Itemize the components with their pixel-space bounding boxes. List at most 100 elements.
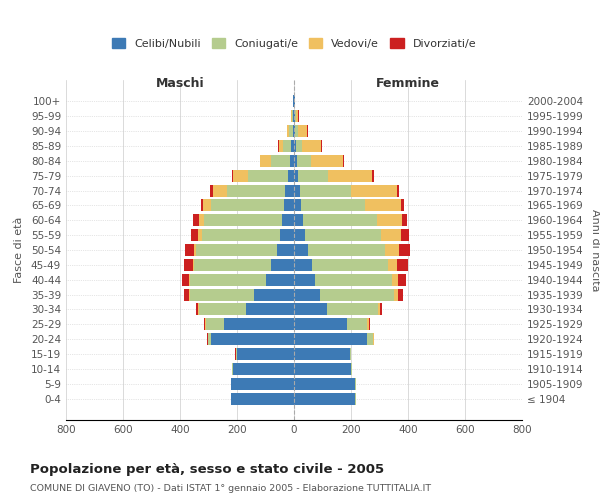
Bar bbox=[199, 214, 203, 226]
Bar bbox=[184, 259, 193, 271]
Bar bbox=[365, 200, 401, 211]
Bar bbox=[211, 200, 284, 211]
Bar bbox=[193, 259, 194, 271]
Bar bbox=[279, 140, 283, 152]
Y-axis label: Fasce di età: Fasce di età bbox=[14, 217, 24, 283]
Bar bbox=[401, 229, 409, 241]
Bar bbox=[294, 140, 296, 152]
Bar bbox=[294, 304, 327, 316]
Bar bbox=[311, 155, 343, 167]
Bar bbox=[392, 274, 398, 285]
Bar bbox=[294, 378, 355, 390]
Bar bbox=[294, 125, 295, 137]
Bar bbox=[381, 229, 401, 241]
Bar bbox=[206, 318, 224, 330]
Bar bbox=[189, 274, 190, 285]
Bar bbox=[184, 288, 189, 300]
Bar bbox=[271, 259, 294, 271]
Bar bbox=[200, 200, 203, 211]
Bar bbox=[292, 110, 293, 122]
Bar bbox=[350, 348, 351, 360]
Bar bbox=[401, 200, 404, 211]
Bar bbox=[194, 244, 196, 256]
Bar bbox=[203, 200, 211, 211]
Bar bbox=[297, 155, 311, 167]
Bar bbox=[298, 125, 307, 137]
Bar bbox=[232, 392, 294, 404]
Bar bbox=[351, 184, 397, 196]
Bar bbox=[286, 184, 294, 196]
Bar bbox=[300, 184, 351, 196]
Bar bbox=[232, 378, 294, 390]
Bar bbox=[403, 214, 407, 226]
Bar bbox=[377, 304, 380, 316]
Bar bbox=[283, 140, 291, 152]
Bar bbox=[196, 244, 277, 256]
Bar bbox=[289, 125, 293, 137]
Bar bbox=[294, 259, 311, 271]
Bar bbox=[385, 244, 399, 256]
Bar bbox=[196, 304, 198, 316]
Bar bbox=[388, 259, 397, 271]
Bar bbox=[397, 259, 408, 271]
Bar bbox=[198, 229, 202, 241]
Bar bbox=[296, 110, 298, 122]
Bar bbox=[236, 348, 237, 360]
Bar bbox=[372, 170, 374, 181]
Bar bbox=[282, 214, 294, 226]
Bar bbox=[301, 200, 365, 211]
Bar bbox=[190, 288, 254, 300]
Bar bbox=[232, 170, 233, 181]
Bar bbox=[211, 184, 213, 196]
Bar bbox=[302, 214, 377, 226]
Bar bbox=[193, 214, 199, 226]
Bar bbox=[224, 318, 294, 330]
Bar bbox=[294, 110, 295, 122]
Bar bbox=[213, 184, 227, 196]
Text: COMUNE DI GIAVENO (TO) - Dati ISTAT 1° gennaio 2005 - Elaborazione TUTTITALIA.IT: COMUNE DI GIAVENO (TO) - Dati ISTAT 1° g… bbox=[30, 484, 431, 493]
Bar bbox=[328, 170, 372, 181]
Bar bbox=[314, 274, 392, 285]
Bar bbox=[227, 184, 286, 196]
Bar bbox=[203, 214, 282, 226]
Bar bbox=[294, 318, 347, 330]
Bar bbox=[211, 333, 294, 345]
Bar bbox=[189, 288, 190, 300]
Bar bbox=[343, 155, 344, 167]
Bar bbox=[296, 140, 302, 152]
Bar bbox=[284, 200, 294, 211]
Bar bbox=[367, 318, 368, 330]
Bar bbox=[311, 259, 388, 271]
Bar bbox=[208, 333, 211, 345]
Bar bbox=[294, 214, 302, 226]
Bar bbox=[291, 140, 294, 152]
Bar bbox=[237, 348, 294, 360]
Bar bbox=[254, 288, 294, 300]
Text: Popolazione per età, sesso e stato civile - 2005: Popolazione per età, sesso e stato civil… bbox=[30, 462, 384, 475]
Bar bbox=[294, 200, 301, 211]
Bar bbox=[190, 274, 265, 285]
Bar bbox=[204, 318, 205, 330]
Bar bbox=[305, 229, 381, 241]
Bar bbox=[199, 304, 245, 316]
Bar bbox=[277, 244, 294, 256]
Bar bbox=[377, 214, 403, 226]
Bar bbox=[398, 288, 403, 300]
Bar bbox=[298, 170, 328, 181]
Y-axis label: Anni di nascita: Anni di nascita bbox=[590, 209, 600, 291]
Bar bbox=[321, 140, 322, 152]
Bar bbox=[294, 348, 350, 360]
Bar bbox=[294, 288, 320, 300]
Bar bbox=[294, 363, 351, 375]
Bar bbox=[265, 274, 294, 285]
Bar bbox=[288, 170, 294, 181]
Bar bbox=[294, 229, 305, 241]
Bar bbox=[308, 244, 385, 256]
Bar bbox=[287, 125, 289, 137]
Bar bbox=[347, 318, 367, 330]
Bar bbox=[294, 392, 355, 404]
Bar bbox=[294, 184, 300, 196]
Bar bbox=[245, 304, 294, 316]
Bar bbox=[260, 155, 271, 167]
Legend: Celibi/Nubili, Coniugati/e, Vedovi/e, Divorziati/e: Celibi/Nubili, Coniugati/e, Vedovi/e, Di… bbox=[109, 34, 479, 52]
